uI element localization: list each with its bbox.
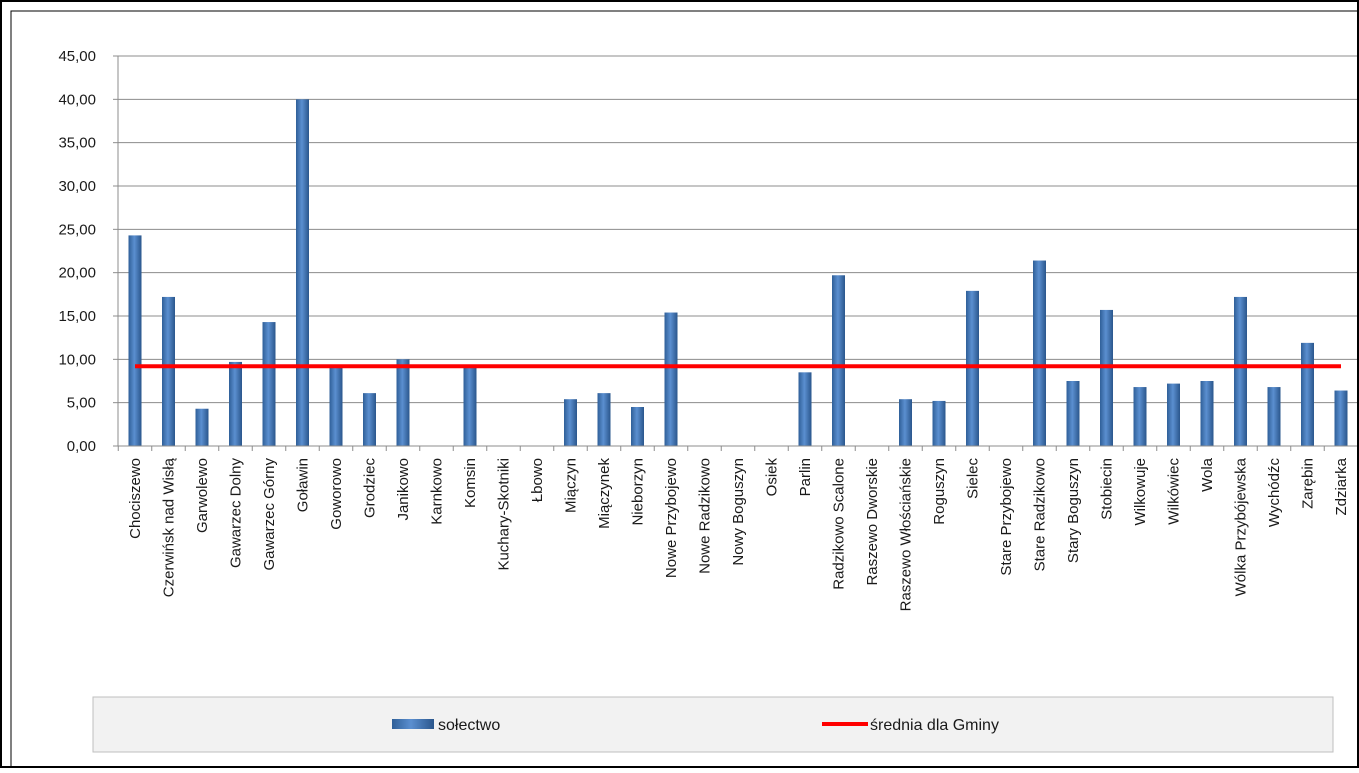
x-tick-label: Grodziec (362, 458, 379, 519)
bar (597, 393, 611, 446)
y-tick-label: 10,00 (58, 351, 96, 368)
bar (329, 368, 343, 446)
y-tick-label: 40,00 (58, 91, 96, 108)
x-tick-label: Zdziarka (1333, 457, 1350, 515)
x-tick-label: Nowe Przybojewo (663, 458, 680, 578)
x-tick-label: Sielec (965, 458, 982, 499)
x-tick-label: Czerwińsk nad Wisłą (161, 457, 178, 597)
y-tick-label: 35,00 (58, 135, 96, 152)
bar (229, 361, 242, 446)
y-tick-label: 25,00 (58, 221, 96, 238)
bar (162, 296, 175, 446)
bar (363, 393, 376, 446)
x-tick-label: Stary Boguszyn (1065, 458, 1082, 563)
x-tick-label: Roguszyn (931, 458, 948, 525)
x-tick-label: Goworowo (328, 458, 345, 530)
x-tick-label: Wilkowuje (1132, 458, 1149, 526)
x-tick-label: Osiek (764, 458, 781, 497)
bar (396, 359, 410, 446)
bar (1066, 381, 1080, 446)
legend-line-label: średnia dla Gminy (870, 717, 999, 734)
x-tick-label: Stobiecin (1099, 458, 1116, 520)
x-tick-label: Zarębin (1300, 458, 1317, 509)
bar (1167, 383, 1180, 446)
bar (262, 322, 276, 446)
x-tick-label: Komsin (462, 458, 479, 508)
bar (1334, 390, 1348, 446)
x-axis: Chociszewo Czerwińsk nad Wisłą Garwolewo Ga… (117, 445, 1357, 611)
x-tick-label: Raszewo Dworskie (864, 458, 881, 586)
bar (296, 99, 309, 446)
y-tick-label: 30,00 (58, 178, 96, 195)
x-tick-label: Chociszewo (127, 458, 144, 539)
bar (966, 290, 979, 446)
gridlines (118, 55, 1357, 447)
x-tick-label: Stare Radzikowo (1032, 458, 1049, 571)
x-tick-label: Wola (1199, 457, 1216, 492)
y-tick-label: 20,00 (58, 265, 96, 282)
y-tick-label: 5,00 (67, 395, 96, 412)
x-tick-label: Miączyn (563, 458, 580, 513)
x-tick-label: Raszewo Włościańskie (898, 458, 915, 611)
y-tick-label: 45,00 (58, 48, 96, 65)
legend-bar-swatch (392, 719, 434, 729)
bar (1301, 342, 1314, 446)
x-tick-label: Wólka Przybójewska (1233, 457, 1250, 596)
x-tick-label: Łbowo (529, 458, 546, 502)
y-tick-label: 15,00 (58, 308, 96, 325)
x-tick-label: Radzikowo Scalone (831, 458, 848, 590)
x-tick-label: Goławin (295, 458, 312, 512)
bar (564, 399, 577, 446)
x-tick-label: Karnkowo (429, 458, 446, 525)
bar (832, 275, 845, 446)
x-tick-label: Wilkówiec (1166, 458, 1183, 525)
bar (463, 368, 477, 446)
bar (1234, 296, 1247, 446)
legend-box (92, 696, 1334, 753)
bar (1100, 309, 1113, 446)
x-tick-label: Janikowo (395, 458, 412, 521)
x-tick-label: Wychódźc (1266, 458, 1283, 528)
bar-series (128, 99, 1348, 446)
inner-border (10, 10, 1359, 769)
bar (664, 312, 678, 446)
bar (1033, 260, 1046, 446)
legend-bar-label: sołectwo (438, 717, 500, 734)
bar (128, 235, 142, 446)
bar (1133, 387, 1147, 446)
x-tick-label: Parlin (797, 458, 814, 496)
x-tick-label: Gawarzec Górny (261, 458, 278, 571)
y-tick-label: 0,00 (67, 438, 96, 455)
bar (798, 372, 812, 446)
x-tick-label: Nieborzyn (630, 458, 647, 526)
bar (932, 400, 946, 446)
x-tick-label: Stare Przybojewo (998, 458, 1015, 576)
bar (631, 407, 644, 446)
bar (899, 399, 912, 446)
x-tick-label: Garwolewo (194, 458, 211, 533)
bar (1267, 387, 1281, 446)
x-tick-label: Nowy Boguszyn (730, 458, 747, 566)
bar (195, 408, 209, 446)
x-tick-label: Miączynek (596, 458, 613, 529)
x-tick-label: Kuchary-Skotniki (496, 458, 513, 571)
y-axis: 0,00 5,00 10,00 15,00 20,00 25,00 30,00 35,00 40… (58, 48, 119, 455)
x-tick-label: Gawarzec Dolny (228, 458, 245, 569)
x-tick-label: Nowe Radzikowo (697, 458, 714, 574)
legend: sołectwo średnia dla Gminy (92, 696, 1334, 753)
bar (1200, 381, 1214, 446)
